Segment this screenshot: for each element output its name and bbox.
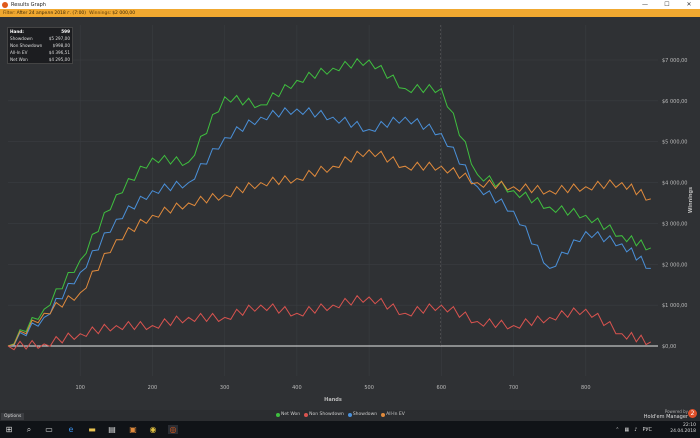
powered-by: Powered by Hold'em Manager — [644, 409, 688, 420]
tooltip-key: All-In EV — [10, 50, 28, 55]
hem-taskbar-icon[interactable]: ◎ — [168, 425, 178, 434]
tooltip-value: $4 295,00 — [48, 57, 70, 62]
x-tick-label: 600 — [437, 385, 447, 391]
y-tick-label: $4 000,00 — [662, 181, 687, 187]
legend-item[interactable]: Net Won — [276, 412, 300, 417]
legend-label: Net Won — [281, 412, 301, 417]
x-tick-label: 800 — [581, 385, 591, 391]
tooltip-value: $4 396,51 — [48, 50, 70, 55]
window-title: Results Graph — [11, 1, 46, 8]
legend-swatch — [304, 412, 309, 417]
filter-bar[interactable]: Filter: After 24 апреля 2018 г. (7:00) W… — [0, 9, 700, 17]
tooltip-row: Showdown $5 297,00 — [8, 35, 72, 42]
app-icon — [2, 1, 8, 8]
hand-tooltip: Hand: 599 Showdown $5 297,00 Non Showdown $99… — [7, 27, 73, 64]
tooltip-key: Showdown — [10, 36, 33, 41]
winnings-value: $2 000,00 — [112, 10, 136, 16]
powered-by-label: Powered by — [664, 409, 688, 414]
y-tick-label: $0,00 — [662, 344, 676, 350]
y-tick-label: $2 000,00 — [662, 262, 687, 268]
legend-label: All-In EV — [386, 412, 405, 417]
task-view-icon[interactable]: ▭ — [45, 425, 53, 434]
series-line-non-showdown — [7, 294, 652, 351]
filter-text: After 24 апреля 2018 г. (7:00) — [16, 10, 87, 16]
chart-legend: Net Won Non Showdown Showdown All-In EV — [276, 412, 405, 417]
title-bar: Results Graph — ☐ ✕ — [0, 0, 700, 9]
hem-logo-icon[interactable]: 2 — [688, 409, 697, 418]
y-tick-label: $3 000,00 — [662, 221, 687, 227]
maximize-button[interactable]: ☐ — [664, 1, 670, 8]
edge-icon[interactable]: e — [68, 425, 74, 434]
tooltip-key: Non Showdown — [10, 43, 43, 48]
results-graph[interactable] — [0, 17, 700, 410]
tooltip-key: Hand: — [10, 29, 24, 34]
y-axis-label: Winnings — [688, 187, 694, 213]
x-axis-label: Hands — [324, 397, 342, 403]
legend-swatch — [347, 412, 352, 417]
app-icon-2[interactable]: ▣ — [129, 425, 137, 434]
y-tick-label: $5 000,00 — [662, 140, 687, 146]
x-tick-label: 500 — [364, 385, 374, 391]
windows-start-icon[interactable]: ⊞ — [5, 425, 13, 434]
tooltip-row: All-In EV $4 396,51 — [8, 49, 72, 56]
explorer-icon[interactable]: ▬ — [88, 425, 96, 434]
tooltip-row: Net Won $4 295,00 — [8, 56, 72, 63]
y-tick-label: $1 000,00 — [662, 303, 687, 309]
x-tick-label: 100 — [75, 385, 85, 391]
legend-swatch — [381, 412, 386, 417]
series-line-showdown — [7, 106, 651, 347]
tooltip-row: Hand: 599 — [8, 28, 72, 35]
y-tick-label: $6 000,00 — [662, 99, 687, 105]
legend-label: Non Showdown — [309, 412, 344, 417]
x-tick-label: 700 — [509, 385, 519, 391]
lang-indicator[interactable]: РУС — [642, 427, 652, 433]
minimize-button[interactable]: — — [642, 1, 648, 8]
legend-label: Showdown — [352, 412, 378, 417]
taskbar: ⊞ ⌕ ▭ e ▬ ▤ ▣ ◉ ◎ ⌃ ▦ ♪ РУС 22:10 24.04.… — [0, 421, 700, 438]
powered-by-name: Hold'em Manager — [643, 414, 688, 420]
x-tick-label: 200 — [148, 385, 158, 391]
legend-item[interactable]: Showdown — [347, 412, 378, 417]
series-line-net-won — [7, 57, 651, 347]
volume-icon[interactable]: ♪ — [634, 427, 638, 433]
store-icon[interactable]: ▤ — [108, 425, 116, 434]
x-tick-label: 400 — [292, 385, 302, 391]
legend-item[interactable]: All-In EV — [381, 412, 405, 417]
x-tick-label: 300 — [220, 385, 230, 391]
filter-label: Filter: — [3, 10, 16, 16]
tooltip-value: 599 — [61, 29, 70, 34]
tooltip-key: Net Won — [10, 57, 28, 62]
close-button[interactable]: ✕ — [686, 1, 692, 8]
clock[interactable]: 22:10 24.04.2018 — [670, 423, 696, 435]
clock-date: 24.04.2018 — [670, 429, 696, 434]
y-tick-label: $7 000,00 — [662, 58, 687, 64]
system-tray: ⌃ ▦ ♪ РУС — [615, 427, 652, 433]
chevron-up-icon[interactable]: ⌃ — [615, 427, 620, 433]
tooltip-row: Non Showdown $998,00 — [8, 42, 72, 49]
legend-item[interactable]: Non Showdown — [304, 412, 344, 417]
network-icon[interactable]: ▦ — [624, 427, 630, 433]
legend-swatch — [276, 412, 280, 417]
tooltip-value: $998,00 — [52, 43, 70, 48]
options-button[interactable]: Options — [1, 413, 25, 420]
tooltip-value: $5 297,00 — [48, 36, 70, 41]
clock-time: 22:10 — [683, 423, 696, 428]
search-icon[interactable]: ⌕ — [26, 425, 32, 434]
series-line-all-in-ev — [7, 149, 651, 347]
chrome-icon[interactable]: ◉ — [149, 425, 157, 434]
winnings-label: Winnings: — [89, 10, 112, 16]
